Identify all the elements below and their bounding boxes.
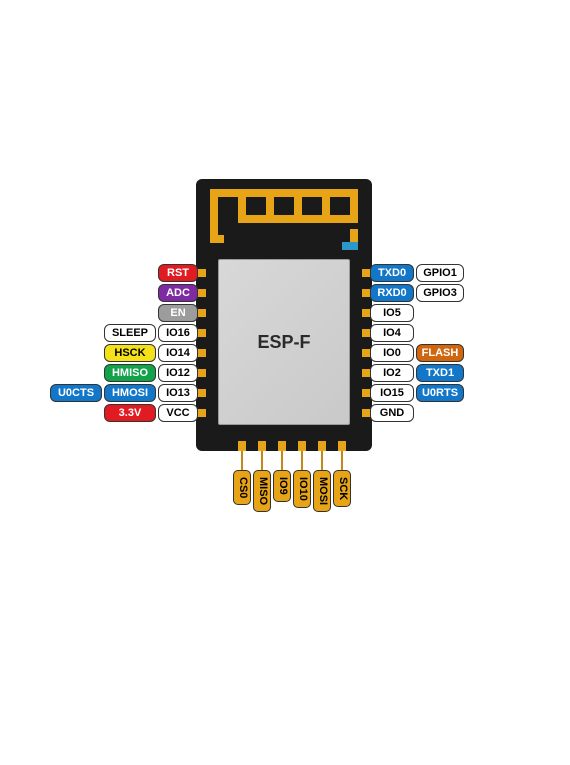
pin-flash: FLASH bbox=[416, 344, 464, 362]
metal-shield: ESP-F bbox=[218, 259, 350, 425]
pin-io0: IO0 bbox=[370, 344, 414, 362]
antenna-trace bbox=[238, 215, 266, 223]
antenna-trace bbox=[294, 215, 322, 223]
solder-pad bbox=[318, 441, 326, 451]
connector-line bbox=[281, 451, 283, 470]
pinout-diagram: ESP-F RST ADC EN IO16SLEEPIO14HSCKIO12HMISO… bbox=[0, 0, 570, 765]
pin-io15: IO15 bbox=[370, 384, 414, 402]
pin-en: EN bbox=[158, 304, 198, 322]
pin-io14: IO14 bbox=[158, 344, 198, 362]
connector-line bbox=[261, 451, 263, 470]
pin-io4: IO4 bbox=[370, 324, 414, 342]
pin-io5: IO5 bbox=[370, 304, 414, 322]
pin-io9: IO9 bbox=[273, 470, 291, 502]
pin-io13: IO13 bbox=[158, 384, 198, 402]
antenna-trace bbox=[266, 215, 294, 223]
connector-line bbox=[241, 451, 243, 470]
connector-line bbox=[301, 451, 303, 470]
status-led bbox=[342, 242, 358, 250]
pin-gnd: GND bbox=[370, 404, 414, 422]
module-label: ESP-F bbox=[257, 332, 310, 353]
pin-miso: MISO bbox=[253, 470, 271, 512]
pin-io12: IO12 bbox=[158, 364, 198, 382]
solder-pad bbox=[278, 441, 286, 451]
pin-sck: SCK bbox=[333, 470, 351, 507]
antenna-trace bbox=[210, 189, 358, 197]
pin-3.3v: 3.3V bbox=[104, 404, 156, 422]
pin-mosi: MOSI bbox=[313, 470, 331, 512]
pin-hsck: HSCK bbox=[104, 344, 156, 362]
pin-u0cts: U0CTS bbox=[50, 384, 102, 402]
pin-io2: IO2 bbox=[370, 364, 414, 382]
pin-hmosi: HMOSI bbox=[104, 384, 156, 402]
antenna-trace bbox=[210, 189, 218, 243]
connector-line bbox=[341, 451, 343, 470]
solder-pad bbox=[298, 441, 306, 451]
antenna-trace bbox=[350, 189, 358, 223]
pin-gpio3: GPIO3 bbox=[416, 284, 464, 302]
pin-io10: IO10 bbox=[293, 470, 311, 508]
pin-gpio1: GPIO1 bbox=[416, 264, 464, 282]
pin-io16: IO16 bbox=[158, 324, 198, 342]
solder-pad bbox=[238, 441, 246, 451]
pin-adc: ADC bbox=[158, 284, 198, 302]
solder-pad bbox=[338, 441, 346, 451]
antenna-trace bbox=[350, 229, 358, 243]
solder-pad bbox=[258, 441, 266, 451]
connector-line bbox=[321, 451, 323, 470]
pin-txd0: TXD0 bbox=[370, 264, 414, 282]
pin-rxd0: RXD0 bbox=[370, 284, 414, 302]
pin-vcc: VCC bbox=[158, 404, 198, 422]
pin-rst: RST bbox=[158, 264, 198, 282]
pin-txd1: TXD1 bbox=[416, 364, 464, 382]
pin-cs0: CS0 bbox=[233, 470, 251, 505]
antenna-trace bbox=[322, 215, 350, 223]
pin-hmiso: HMISO bbox=[104, 364, 156, 382]
pin-u0rts: U0RTS bbox=[416, 384, 464, 402]
pin-sleep: SLEEP bbox=[104, 324, 156, 342]
